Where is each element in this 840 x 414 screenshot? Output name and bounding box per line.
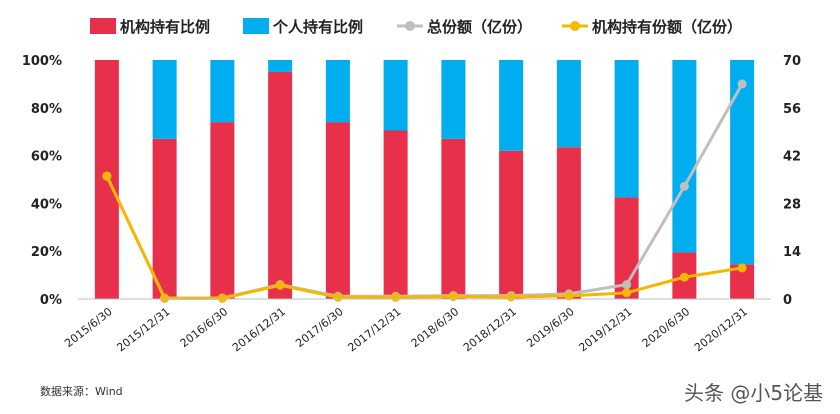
line-point [102, 171, 112, 181]
line-point [391, 292, 401, 302]
x-tick-label: 2018/6/30 [409, 305, 461, 350]
bar-segment [556, 147, 581, 299]
x-tick-label: 2016/6/30 [178, 305, 230, 350]
line-point [622, 280, 632, 290]
bar-segment [499, 60, 524, 151]
x-tick-label: 2016/12/31 [230, 305, 288, 354]
line-point [217, 293, 227, 303]
bar-segment [441, 138, 466, 299]
x-tick-label: 2015/12/31 [115, 305, 173, 354]
bar-segment [210, 122, 235, 299]
lines [102, 79, 747, 303]
legend-label: 机构持有份额（亿份） [592, 18, 742, 36]
legend-label: 机构持有比例 [120, 18, 210, 36]
legend-label: 个人持有比例 [272, 18, 363, 36]
right-tick-label: 56 [783, 102, 801, 117]
line-point [737, 79, 747, 89]
bar-segment [499, 150, 524, 299]
bar-segment [441, 60, 466, 139]
left-tick-label: 20% [31, 245, 62, 260]
line-point [564, 291, 574, 301]
watermark: 头条 @小5论基 [684, 381, 824, 405]
right-tick-label: 42 [783, 150, 801, 165]
line-point [506, 292, 516, 302]
bar-segment [672, 60, 697, 253]
x-tick-label: 2019/12/31 [577, 305, 635, 354]
left-tick-label: 0% [40, 293, 62, 308]
x-axis: 2015/6/30 2015/12/31 2016/6/30 2016/12/31 20… [62, 298, 771, 354]
right-tick-label: 0 [783, 293, 792, 308]
line-point [622, 288, 632, 298]
bar-segment [210, 60, 235, 123]
bar-segment [152, 60, 177, 139]
left-tick-label: 100% [22, 54, 62, 69]
line-point [679, 272, 689, 282]
source-note: 数据来源：Wind [40, 385, 123, 398]
legend-swatch [243, 18, 269, 34]
line-point [275, 280, 285, 290]
bars [94, 60, 755, 299]
bar-segment [268, 71, 293, 299]
bar-segment [730, 60, 755, 265]
x-tick-label: 2017/12/31 [346, 305, 404, 354]
left-y-axis: 0% 20% 40% 60% 80% 100% [22, 54, 62, 308]
line-point [737, 263, 747, 273]
legend-label: 总份额（亿份） [427, 18, 532, 36]
bar-segment [268, 60, 293, 72]
bar-segment [383, 130, 408, 299]
right-y-axis: 0 14 28 42 56 70 [783, 54, 801, 308]
x-tick-label: 2020/12/31 [692, 305, 750, 354]
series-line [105, 175, 743, 300]
left-tick-label: 60% [31, 150, 62, 165]
legend-marker [570, 21, 580, 31]
legend-swatch [90, 18, 116, 34]
right-tick-label: 70 [783, 54, 801, 69]
bar-segment [614, 60, 639, 198]
line-point [679, 181, 689, 191]
left-tick-label: 80% [31, 102, 62, 117]
line-point [160, 293, 170, 303]
bar-segment [383, 60, 408, 131]
x-tick-label: 2015/6/30 [62, 305, 114, 350]
right-tick-label: 14 [783, 245, 801, 260]
x-tick-label: 2018/12/31 [461, 305, 519, 354]
bar-segment [152, 138, 177, 299]
bar-segment [556, 60, 581, 148]
line-point [448, 292, 458, 302]
x-tick-label: 2019/6/30 [524, 305, 576, 350]
legend: 机构持有比例 个人持有比例 总份额（亿份） 机构持有份额（亿份） [90, 18, 742, 36]
left-tick-label: 40% [31, 197, 62, 212]
line-point [333, 292, 343, 302]
x-tick-label: 2017/6/30 [293, 305, 345, 350]
legend-marker [405, 21, 415, 31]
x-tick-label: 2020/6/30 [640, 305, 692, 350]
bar-segment [325, 60, 350, 123]
bar-segment [325, 122, 350, 299]
series-line [105, 83, 744, 300]
right-tick-label: 28 [783, 197, 801, 212]
